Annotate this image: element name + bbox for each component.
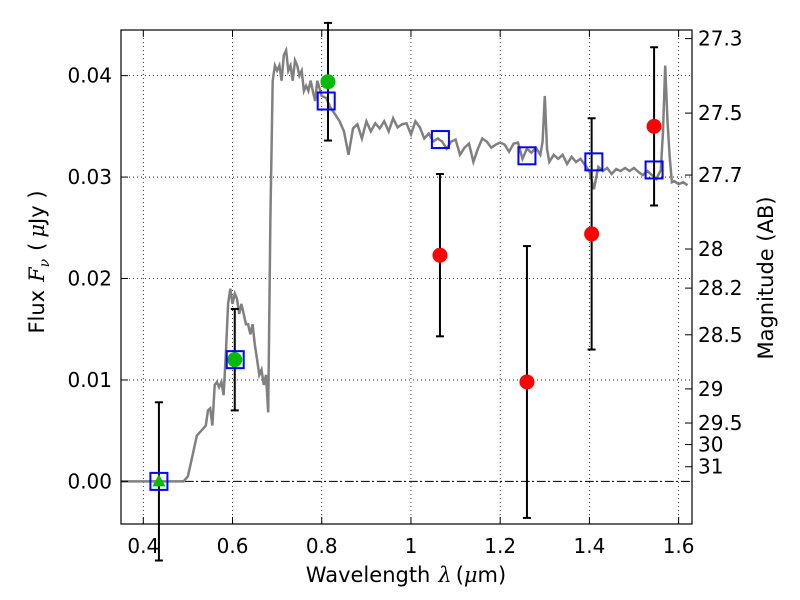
observed-point: [432, 247, 448, 263]
x-axis-label: Wavelength λ (μm): [306, 563, 506, 587]
observed-point: [584, 226, 600, 242]
y-tick-label: 0.01: [67, 368, 112, 392]
synthetic-points: [149, 91, 664, 491]
observed-point: [519, 374, 535, 390]
plot-frame: [120, 29, 693, 525]
y2-tick-label: 27.5: [698, 101, 743, 125]
synthetic-point: [149, 471, 169, 491]
y2-tick-label: 29: [698, 377, 723, 401]
x-tick-label: 0.4: [127, 534, 159, 558]
observed-point-triangle: [152, 474, 166, 487]
x-tick-label: 1.4: [573, 534, 605, 558]
observed-points: [152, 74, 662, 487]
y2-tick-label: 30: [698, 433, 723, 457]
x-tick-label: 0.6: [217, 534, 249, 558]
y2-tick-label: 27.3: [698, 27, 743, 51]
y2-tick-label: 28.5: [698, 323, 743, 347]
observed-point: [320, 74, 336, 90]
y2-tick-label: 28.2: [698, 276, 743, 300]
x-tick-label: 1.2: [484, 534, 516, 558]
model-spectrum-line: [121, 45, 689, 483]
observed-point: [646, 118, 662, 134]
y2-axis-label: Magnitude (AB): [754, 196, 778, 359]
synthetic-point: [584, 152, 604, 172]
y2-tick-label: 28: [698, 237, 723, 261]
grid: [121, 30, 692, 524]
synthetic-point: [517, 146, 537, 166]
y2-tick-label: 27.7: [698, 163, 743, 187]
y2-tick-label: 29.5: [698, 411, 743, 435]
x-tick-label: 0.8: [306, 534, 338, 558]
y-tick-label: 0.00: [67, 469, 112, 493]
y2-tick-label: 31: [698, 455, 723, 479]
synthetic-point: [644, 160, 664, 180]
y-tick-label: 0.02: [67, 267, 112, 291]
axes: 0.4 0.6 0.8 1 1.2 1.4 1.6 0.00 0.01 0.02 0.03 0.04 2…: [67, 27, 742, 558]
x-tick-label: 1.6: [663, 534, 695, 558]
observed-point: [227, 352, 243, 368]
y-tick-label: 0.03: [67, 165, 112, 189]
y-tick-label: 0.04: [67, 64, 112, 88]
synthetic-point: [430, 130, 450, 150]
y-axis-label: FluxFν(μJy ): [25, 190, 53, 333]
synthetic-point: [225, 350, 245, 370]
synthetic-point: [316, 91, 336, 111]
x-tick-label: 1: [405, 534, 418, 558]
